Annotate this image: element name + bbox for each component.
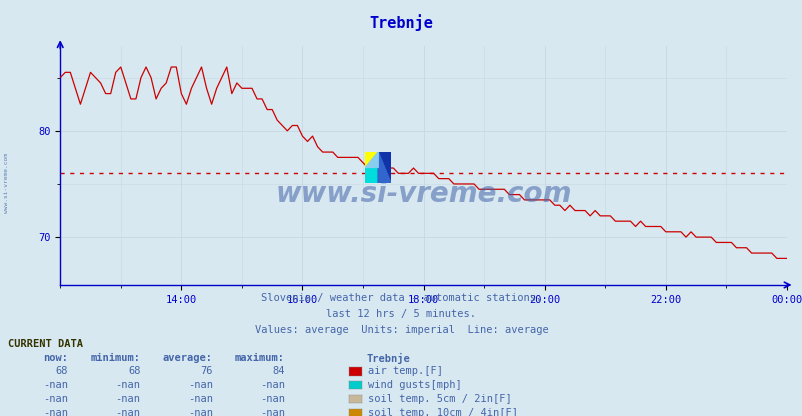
Text: air temp.[F]: air temp.[F] [367,366,442,376]
Text: Slovenia / weather data - automatic stations.: Slovenia / weather data - automatic stat… [261,293,541,303]
Text: -nan: -nan [115,408,140,416]
Text: soil temp. 10cm / 4in[F]: soil temp. 10cm / 4in[F] [367,408,517,416]
Polygon shape [365,152,378,167]
Text: 76: 76 [200,366,213,376]
Text: last 12 hrs / 5 minutes.: last 12 hrs / 5 minutes. [326,309,476,319]
Polygon shape [378,152,391,183]
Text: wind gusts[mph]: wind gusts[mph] [367,380,461,390]
Text: -nan: -nan [43,408,68,416]
Text: CURRENT DATA: CURRENT DATA [8,339,83,349]
Bar [365,152,378,167]
Text: -nan: -nan [115,394,140,404]
Text: -nan: -nan [260,394,285,404]
Text: 68: 68 [128,366,140,376]
Text: 84: 84 [272,366,285,376]
Text: -nan: -nan [260,380,285,390]
Bar [378,152,391,183]
Text: minimum:: minimum: [91,353,140,363]
Bar [365,167,378,183]
Text: -nan: -nan [188,408,213,416]
Text: now:: now: [43,353,68,363]
Text: average:: average: [163,353,213,363]
Text: Trebnje: Trebnje [369,15,433,31]
Text: -nan: -nan [188,380,213,390]
Text: -nan: -nan [43,394,68,404]
Text: -nan: -nan [43,380,68,390]
Text: -nan: -nan [260,408,285,416]
Text: 68: 68 [55,366,68,376]
Text: -nan: -nan [115,380,140,390]
Text: -nan: -nan [188,394,213,404]
Text: maximum:: maximum: [235,353,285,363]
Text: Trebnje: Trebnje [366,353,409,364]
Text: www.si-vreme.com: www.si-vreme.com [275,180,571,208]
Text: soil temp. 5cm / 2in[F]: soil temp. 5cm / 2in[F] [367,394,511,404]
Text: Values: average  Units: imperial  Line: average: Values: average Units: imperial Line: av… [254,325,548,335]
Text: www.si-vreme.com: www.si-vreme.com [4,153,9,213]
